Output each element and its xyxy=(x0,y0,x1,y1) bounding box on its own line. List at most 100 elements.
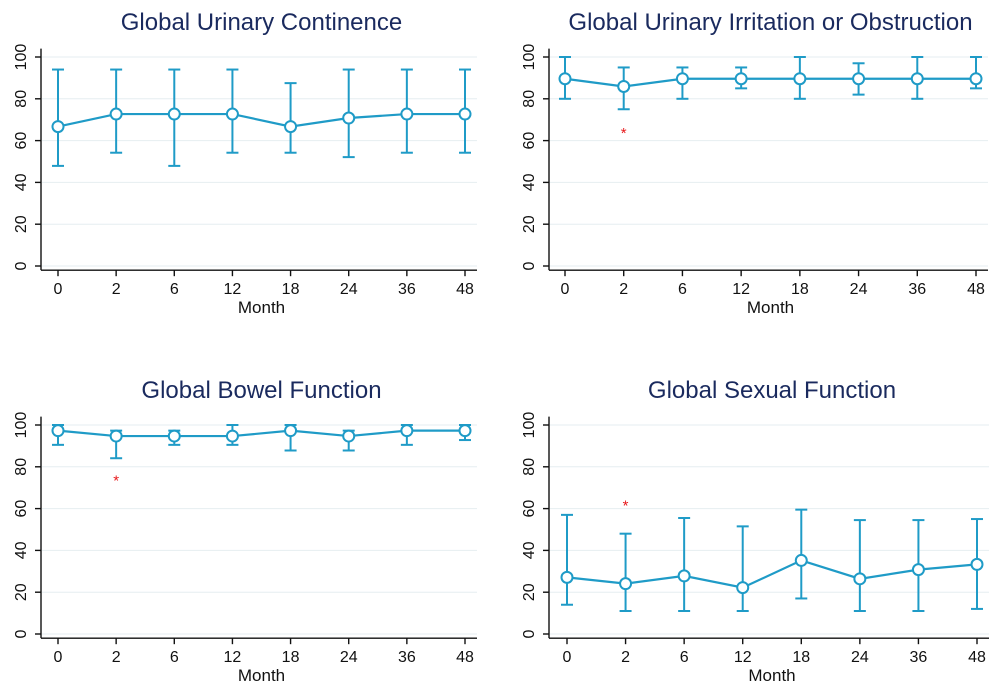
x-tick-label: 48 xyxy=(456,281,474,298)
x-axis-label: Month xyxy=(748,666,795,685)
series-line xyxy=(57,112,465,128)
x-tick-label: 18 xyxy=(282,281,300,298)
x-tick-label: 24 xyxy=(850,281,868,298)
data-point xyxy=(910,72,924,86)
chart-panel-1: Global Urinary Continence 0 20 40 60 80 100 0 2 6… xyxy=(13,9,477,317)
y-tick-label: 40 xyxy=(521,541,538,559)
y-tick-label: 80 xyxy=(13,90,30,108)
x-tick-label: 36 xyxy=(910,649,928,666)
x-tick-label: 18 xyxy=(792,649,810,666)
chart-panel-2: Global Urinary Irritation or Obstruction… xyxy=(521,9,988,317)
series-line xyxy=(566,559,978,589)
x-tick-label: 2 xyxy=(112,649,121,666)
x-tick-label: 18 xyxy=(282,649,300,666)
x-axis-label: Month xyxy=(747,298,794,317)
y-tick-label: 60 xyxy=(521,500,538,518)
x-tick-label: 0 xyxy=(561,281,570,298)
data-point xyxy=(51,120,65,134)
data-point xyxy=(675,72,689,86)
y-tick-label: 0 xyxy=(13,261,30,270)
data-point xyxy=(793,72,807,86)
series xyxy=(560,508,984,613)
chart-title: Global Urinary Irritation or Obstruction xyxy=(568,9,972,36)
chart-title: Global Sexual Function xyxy=(648,377,896,404)
error-bar xyxy=(52,68,64,167)
data-point xyxy=(51,424,65,438)
data-point xyxy=(736,581,750,595)
chart-title: Global Bowel Function xyxy=(141,377,381,404)
y-tick-label: 0 xyxy=(521,629,538,638)
x-tick-label: 24 xyxy=(851,649,869,666)
x-tick-label: 0 xyxy=(54,649,63,666)
y-tick-label: 100 xyxy=(13,44,30,71)
series xyxy=(558,56,983,111)
data-point xyxy=(400,424,414,438)
y-tick-label: 20 xyxy=(521,215,538,233)
data-point xyxy=(342,429,356,443)
y-tick-label: 20 xyxy=(521,583,538,601)
x-tick-label: 12 xyxy=(734,649,752,666)
error-bar xyxy=(561,513,573,606)
x-tick-label: 48 xyxy=(456,649,474,666)
data-point xyxy=(560,570,574,584)
data-point xyxy=(619,577,633,591)
y-tick-label: 20 xyxy=(13,215,30,233)
x-tick-label: 24 xyxy=(340,649,358,666)
x-tick-label: 6 xyxy=(170,649,179,666)
x-tick-label: 18 xyxy=(791,281,809,298)
x-tick-label: 6 xyxy=(170,281,179,298)
data-point xyxy=(109,429,123,443)
y-tick-label: 60 xyxy=(13,500,30,518)
data-point xyxy=(911,563,925,577)
y-tick-label: 0 xyxy=(13,629,30,638)
data-point xyxy=(284,120,298,134)
y-tick-label: 100 xyxy=(521,44,538,71)
y-tick-label: 100 xyxy=(521,412,538,439)
data-point xyxy=(794,553,808,567)
data-point xyxy=(853,572,867,586)
error-bar xyxy=(678,517,691,613)
data-point xyxy=(734,72,748,86)
y-tick-label: 80 xyxy=(521,458,538,476)
y-tick-label: 20 xyxy=(13,583,30,601)
error-bar xyxy=(736,525,749,613)
x-tick-label: 36 xyxy=(908,281,926,298)
y-tick-label: 40 xyxy=(13,173,30,191)
y-tick-label: 60 xyxy=(13,132,30,150)
series xyxy=(51,68,472,167)
x-tick-label: 6 xyxy=(680,649,689,666)
x-tick-label: 48 xyxy=(968,649,986,666)
data-point xyxy=(225,107,239,121)
significance-marker: * xyxy=(621,125,627,142)
y-tick-label: 0 xyxy=(521,261,538,270)
x-tick-label: 0 xyxy=(563,649,572,666)
data-point xyxy=(458,424,472,438)
chart-panel-3: Global Bowel Function 0 20 40 60 80 100 0 2 6 12 18… xyxy=(13,377,477,685)
data-point xyxy=(970,557,984,571)
chart-panel-4: Global Sexual Function 0 20 40 60 80 100 0 2 6 12 1… xyxy=(521,377,989,685)
data-point xyxy=(852,72,866,86)
data-point xyxy=(677,569,691,583)
data-point xyxy=(458,107,472,121)
data-point xyxy=(617,79,631,93)
data-point xyxy=(167,429,181,443)
x-tick-label: 36 xyxy=(398,281,416,298)
y-tick-label: 80 xyxy=(13,458,30,476)
x-tick-label: 24 xyxy=(340,281,358,298)
y-tick-label: 80 xyxy=(521,90,538,108)
error-bar xyxy=(284,82,297,154)
significance-marker: * xyxy=(113,472,119,489)
data-point xyxy=(284,424,298,438)
series-line xyxy=(57,429,465,438)
chart-title: Global Urinary Continence xyxy=(121,9,402,36)
data-point xyxy=(109,107,123,121)
x-tick-label: 2 xyxy=(619,281,628,298)
y-tick-label: 40 xyxy=(521,173,538,191)
y-tick-label: 40 xyxy=(13,541,30,559)
x-axis-label: Month xyxy=(238,666,285,685)
x-tick-label: 0 xyxy=(54,281,63,298)
error-bar xyxy=(619,532,632,613)
series xyxy=(51,424,472,460)
x-tick-label: 36 xyxy=(398,649,416,666)
x-axis-label: Month xyxy=(238,298,285,317)
